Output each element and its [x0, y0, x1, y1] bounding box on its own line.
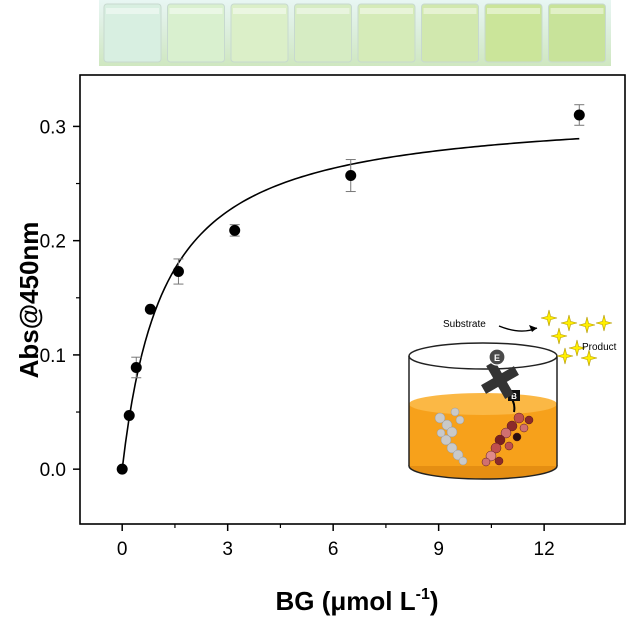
data-point — [573, 109, 585, 121]
vial — [103, 3, 162, 63]
plot-frame — [79, 74, 626, 525]
vial-highlight — [169, 8, 223, 14]
vial-highlight — [423, 8, 477, 14]
product-star-icon — [540, 309, 558, 327]
x-axis-title: BG (μmol L-1) — [275, 586, 438, 616]
data-point — [144, 303, 156, 315]
x-tick-label: 0 — [117, 539, 128, 560]
x-tick-label: 9 — [433, 539, 444, 560]
container-rim — [408, 342, 558, 370]
data-point — [345, 170, 357, 182]
product-star-icon — [560, 314, 578, 332]
red-molecule — [481, 412, 534, 467]
product-star-icon — [568, 339, 586, 357]
vial-highlight — [360, 8, 413, 14]
product-star-icon — [556, 347, 574, 365]
product-star-icon — [580, 349, 598, 367]
y-tick-label: 0.1 — [40, 346, 66, 367]
vial-highlight — [296, 8, 350, 14]
y-tick-label: 0.0 — [40, 460, 66, 481]
axis-ticks: 0 3 6 9 12 0.0 0.1 0.2 0.3 — [40, 117, 555, 560]
y-tick-label: 0.3 — [40, 117, 66, 138]
vial — [230, 3, 289, 63]
vial-highlight — [233, 8, 286, 14]
vial — [167, 3, 225, 63]
liquid-surface — [409, 393, 557, 415]
enzyme-label: E — [494, 353, 500, 363]
inset-schematic: B E Substrate Product — [408, 309, 617, 480]
substrate-label: Substrate — [443, 319, 486, 330]
vial — [294, 3, 352, 63]
vial-photo — [99, 0, 611, 66]
data-point — [123, 409, 135, 421]
data-points — [116, 104, 585, 475]
grey-molecule — [434, 407, 468, 466]
data-point — [116, 463, 128, 475]
vial — [484, 3, 543, 63]
data-point — [130, 361, 142, 373]
product-stars — [540, 309, 613, 367]
vial-highlight — [550, 8, 604, 14]
vial — [357, 3, 416, 63]
product-label: Product — [582, 342, 617, 353]
y-axis-title: Abs@450nm — [14, 222, 44, 379]
x-tick-label: 12 — [534, 539, 555, 560]
vial-highlight — [487, 8, 540, 14]
enzyme-circle — [488, 348, 506, 366]
y-tick-label: 0.2 — [40, 232, 66, 253]
product-star-icon — [578, 316, 596, 334]
data-point — [229, 224, 241, 236]
binder-box — [508, 390, 520, 401]
substrate-arrow-head — [529, 325, 537, 332]
x-tick-label: 3 — [222, 539, 233, 560]
vial — [548, 3, 606, 63]
product-star-icon — [550, 327, 568, 345]
data-point — [172, 266, 184, 278]
vial-highlight — [106, 8, 159, 14]
vial — [421, 3, 479, 63]
product-star-icon — [595, 314, 613, 332]
cross-shape — [481, 361, 519, 399]
x-tick-label: 6 — [328, 539, 339, 560]
binder-label: B — [511, 392, 517, 401]
vial-group — [103, 3, 606, 63]
